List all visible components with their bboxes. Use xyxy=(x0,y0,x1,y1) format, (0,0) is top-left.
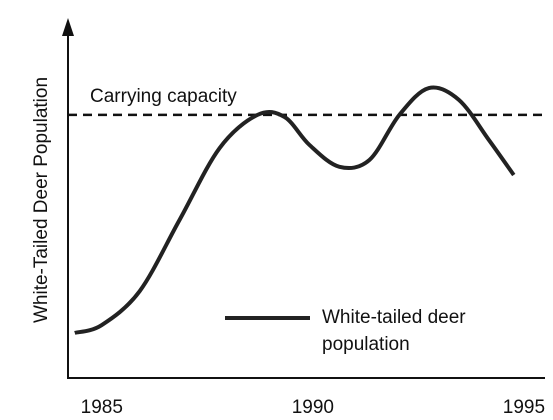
reference-label: Carrying capacity xyxy=(90,86,237,107)
x-tick-label: 1990 xyxy=(292,397,334,418)
data-line xyxy=(74,85,516,335)
y-axis-arrow xyxy=(62,18,74,36)
x-tick-label: 1995 xyxy=(503,397,545,418)
x-tick-label: 1985 xyxy=(81,397,123,418)
legend-label: White-tailed deer population xyxy=(322,307,466,355)
y-axis-label: White-Tailed Deer Population xyxy=(31,77,52,323)
